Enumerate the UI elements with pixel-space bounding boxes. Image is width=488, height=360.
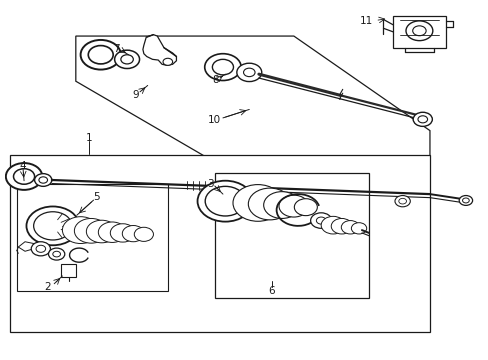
- Circle shape: [458, 195, 471, 206]
- Polygon shape: [61, 264, 76, 277]
- Polygon shape: [76, 36, 429, 157]
- Circle shape: [232, 185, 282, 221]
- Circle shape: [405, 21, 432, 41]
- Circle shape: [86, 220, 117, 243]
- Text: 11: 11: [359, 15, 372, 26]
- Circle shape: [62, 217, 99, 243]
- Text: 4: 4: [20, 161, 26, 171]
- Polygon shape: [392, 16, 445, 48]
- Circle shape: [321, 216, 345, 234]
- Circle shape: [294, 199, 317, 216]
- Circle shape: [88, 46, 113, 64]
- Circle shape: [263, 192, 300, 219]
- Circle shape: [134, 227, 153, 242]
- Circle shape: [236, 63, 261, 82]
- Circle shape: [212, 59, 233, 75]
- Circle shape: [26, 207, 79, 245]
- Polygon shape: [17, 184, 167, 291]
- Text: 2: 2: [44, 282, 51, 292]
- Circle shape: [34, 212, 72, 240]
- Circle shape: [204, 54, 241, 81]
- Circle shape: [14, 169, 35, 184]
- Circle shape: [398, 198, 406, 204]
- Text: 9: 9: [132, 90, 139, 100]
- Circle shape: [74, 219, 108, 243]
- Circle shape: [163, 58, 172, 66]
- Circle shape: [36, 245, 45, 252]
- Circle shape: [205, 186, 245, 216]
- Circle shape: [35, 174, 52, 186]
- Text: 5: 5: [93, 192, 100, 202]
- Circle shape: [279, 195, 308, 217]
- Circle shape: [417, 116, 427, 123]
- Circle shape: [48, 248, 64, 260]
- Circle shape: [243, 68, 255, 77]
- Circle shape: [394, 195, 409, 207]
- Text: 1: 1: [85, 133, 92, 143]
- Text: 7: 7: [113, 44, 120, 54]
- Circle shape: [39, 177, 47, 183]
- Circle shape: [330, 219, 351, 234]
- Circle shape: [110, 224, 135, 242]
- Circle shape: [248, 188, 291, 220]
- Circle shape: [412, 26, 425, 36]
- Circle shape: [53, 251, 61, 257]
- Circle shape: [197, 181, 253, 222]
- Circle shape: [341, 221, 359, 234]
- Polygon shape: [214, 173, 368, 298]
- Circle shape: [122, 225, 144, 242]
- Circle shape: [462, 198, 468, 203]
- Text: 8: 8: [212, 75, 219, 85]
- Circle shape: [121, 55, 133, 64]
- Circle shape: [6, 163, 42, 190]
- Circle shape: [114, 50, 139, 68]
- Circle shape: [31, 242, 50, 256]
- Circle shape: [310, 213, 331, 228]
- Circle shape: [316, 217, 325, 224]
- Circle shape: [98, 222, 126, 242]
- Polygon shape: [142, 35, 176, 66]
- Polygon shape: [18, 242, 34, 251]
- Circle shape: [412, 112, 431, 126]
- Text: 3: 3: [207, 179, 214, 189]
- Circle shape: [81, 40, 121, 69]
- Text: 10: 10: [207, 115, 221, 125]
- Polygon shape: [10, 155, 429, 332]
- Text: 6: 6: [268, 286, 275, 296]
- Circle shape: [351, 223, 366, 234]
